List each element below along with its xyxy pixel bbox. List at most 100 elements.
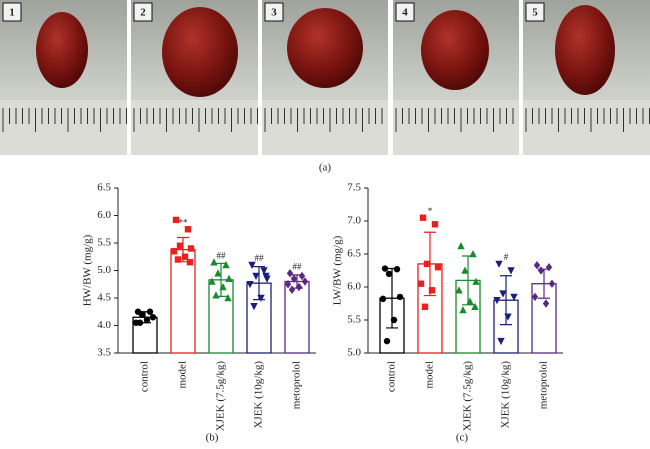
data-point	[531, 292, 539, 302]
data-point	[174, 256, 182, 263]
heart	[36, 12, 88, 88]
data-point	[459, 306, 467, 314]
y-tick-label: 6.0	[97, 209, 111, 221]
label-box	[525, 2, 545, 22]
x-tick-label: model	[177, 361, 189, 389]
heart	[287, 8, 363, 88]
data-point	[379, 295, 387, 303]
ruler	[262, 100, 388, 155]
y-tick-label: 6.0	[347, 281, 361, 293]
data-point	[138, 311, 146, 318]
x-tick-label: XJEK (7.5g/kg)	[462, 361, 474, 432]
x-tick-label: XJEK (10g/kg)	[500, 361, 512, 429]
heart	[162, 7, 238, 97]
data-point	[499, 290, 507, 298]
data-point	[288, 285, 296, 294]
data-point	[295, 282, 303, 292]
y-tick-label: 4.0	[97, 319, 111, 331]
data-point	[284, 280, 292, 289]
data-point	[136, 319, 144, 326]
data-point	[428, 287, 436, 294]
heart	[555, 5, 615, 95]
data-point	[212, 291, 220, 299]
photo-label: 1	[9, 7, 15, 19]
data-point	[176, 242, 184, 249]
panel-label: (a)	[319, 162, 332, 174]
data-point	[466, 297, 474, 305]
ruler	[523, 100, 650, 155]
data-point	[471, 302, 479, 310]
data-point	[225, 274, 233, 282]
annotation: *	[428, 206, 433, 216]
data-point	[548, 279, 556, 288]
data-point	[495, 260, 503, 268]
data-point	[246, 281, 254, 289]
data-point	[143, 316, 151, 324]
data-point	[210, 258, 218, 266]
data-point	[510, 293, 518, 301]
y-tick-label: 7.0	[347, 215, 361, 227]
data-point	[222, 261, 230, 269]
x-tick-label: metoprolol	[538, 361, 550, 409]
y-tick-label: 3.5	[97, 347, 111, 359]
y-tick-label: 6.5	[97, 182, 111, 194]
panel-label: (c)	[456, 432, 469, 444]
bar	[284, 280, 310, 354]
data-point	[219, 283, 227, 291]
y-axis-label: LW/BW (mg/g)	[332, 235, 344, 305]
error-bar	[253, 266, 265, 301]
label-box	[264, 2, 284, 22]
ruler	[0, 100, 127, 155]
x-tick-label: model	[424, 361, 436, 389]
data-point	[224, 294, 232, 302]
data-point	[381, 265, 389, 272]
photo-label: 4	[402, 7, 408, 19]
annotation: #	[504, 252, 509, 262]
data-point	[393, 265, 401, 273]
data-point	[461, 266, 469, 274]
data-point	[469, 250, 477, 258]
data-point	[423, 260, 431, 268]
data-point	[286, 269, 294, 278]
data-point	[252, 272, 260, 280]
data-point	[507, 267, 515, 275]
y-tick-label: 5.5	[97, 237, 111, 249]
x-tick-label: control	[386, 361, 398, 392]
y-tick-label: 5.5	[347, 314, 361, 326]
data-point	[472, 277, 480, 285]
ruler	[393, 100, 519, 155]
data-point	[250, 303, 258, 311]
y-axis-label: HW/BW (mg/g)	[82, 234, 94, 306]
data-point	[184, 226, 192, 233]
data-point	[417, 280, 425, 287]
data-point	[385, 270, 393, 277]
y-tick-label: 6.5	[347, 248, 361, 260]
photo-label: 2	[140, 7, 146, 19]
data-point	[208, 277, 216, 285]
data-point	[186, 259, 194, 266]
x-tick-label: XJEK (7.5g/kg)	[215, 361, 227, 432]
label-box	[2, 2, 22, 22]
data-point	[290, 274, 298, 283]
data-point	[170, 248, 178, 255]
data-point	[301, 277, 309, 286]
data-point	[396, 293, 404, 301]
data-point	[419, 214, 427, 221]
data-point	[421, 303, 429, 310]
data-point	[172, 216, 180, 224]
data-point	[187, 245, 195, 252]
photo-label: 5	[532, 7, 538, 19]
data-point	[542, 299, 550, 308]
panel-label: (b)	[206, 432, 219, 444]
data-point	[149, 314, 157, 321]
label-box	[395, 2, 415, 22]
x-tick-label: XJEK (10g/kg)	[253, 361, 265, 429]
data-point	[248, 261, 256, 269]
data-point	[383, 337, 391, 345]
photo-strip: 1 2 3 4 5	[0, 0, 650, 155]
annotation: ##	[293, 261, 303, 271]
data-point	[504, 313, 512, 321]
data-point	[455, 286, 463, 294]
data-point	[497, 337, 505, 346]
data-point	[390, 316, 398, 324]
